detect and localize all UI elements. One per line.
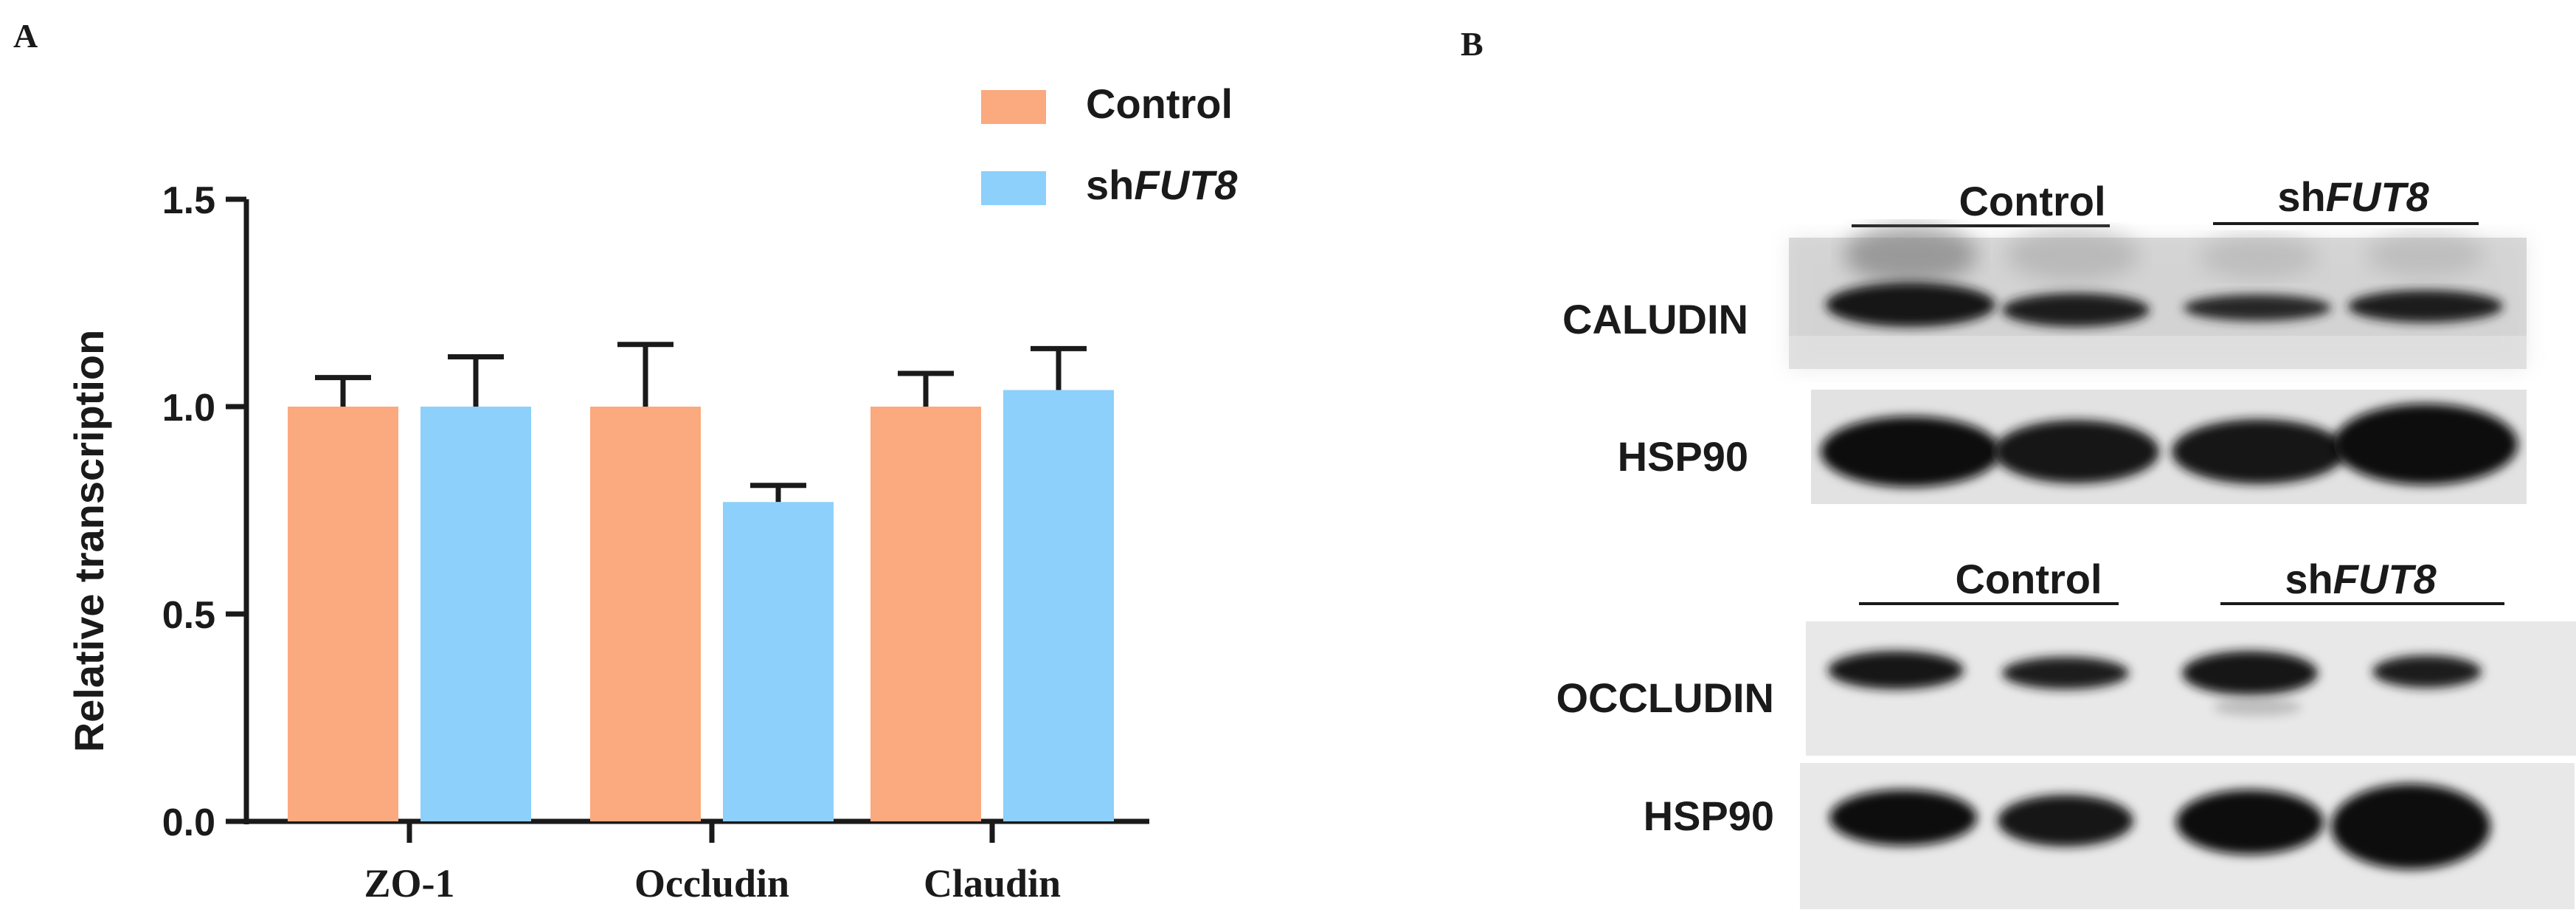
bar-shfut8-claudin (1003, 390, 1114, 821)
bar-shfut8-occludin (723, 502, 834, 821)
blot-bands-caludin (1826, 283, 2503, 327)
bar-shfut8-zo-1 (420, 407, 531, 821)
y-tick-label: 1.0 (162, 387, 215, 430)
blot2-group-label-shfut8: shFUT8 (2285, 556, 2437, 602)
legend: Control shFUT8 (981, 80, 1238, 208)
band-caludin-lane-3 (2184, 294, 2331, 321)
band-hsp90-2-lane-1 (1829, 790, 1977, 846)
x-ticks: ZO-1 Occludin Claudin (364, 821, 1061, 906)
y-tick-label: 0.0 (162, 801, 215, 844)
band-hsp90-2-lane-2 (1998, 795, 2133, 846)
y-axis-title: Relative transcription (66, 330, 112, 753)
legend-label-control: Control (1086, 80, 1233, 127)
blot2-row-label-occludin: OCCLUDIN (1556, 675, 1774, 721)
panel-a-label: A (13, 17, 38, 55)
blot1-row-label-caludin: CALUDIN (1562, 296, 1748, 342)
band-hsp90-2-lane-4 (2331, 784, 2490, 869)
band-occludin-lane-3 (2182, 651, 2318, 695)
legend-label-shfut8: shFUT8 (1086, 162, 1238, 208)
blot1-row-label-hsp90: HSP90 (1618, 433, 1748, 480)
y-axis: 0.0 0.5 1.0 1.5 Relative transcription (66, 179, 249, 844)
band-hsp90-1-lane-2 (1994, 420, 2159, 483)
blot-strip-hsp90-2 (1800, 763, 2575, 909)
band-caludin-lane-2 (2002, 293, 2150, 327)
band-caludin-lane-4 (2348, 290, 2503, 322)
legend-swatch-shfut8 (981, 171, 1046, 205)
blot-occludin-group: Control shFUT8 OCCLUDIN HSP90 (1556, 556, 2576, 909)
band-occludin-lane-2 (2002, 657, 2129, 689)
y-ticks: 0.0 0.5 1.0 1.5 (162, 179, 246, 844)
x-tick-label: ZO-1 (364, 861, 454, 906)
blot1-group-label-shfut8: shFUT8 (2277, 173, 2429, 220)
x-axis: ZO-1 Occludin Claudin (243, 818, 1149, 906)
y-tick-label: 1.5 (162, 179, 215, 222)
bars (288, 342, 1114, 821)
bar-control-zo-1 (288, 407, 398, 821)
bar-control-occludin (590, 407, 701, 821)
bar-control-claudin (870, 407, 981, 821)
band-hsp90-1-lane-3 (2172, 419, 2346, 484)
band-caludin-lane-1 (1826, 283, 1995, 327)
y-tick-label: 0.5 (162, 594, 215, 637)
band-hsp90-1-lane-4 (2333, 404, 2518, 485)
blot1-group-label-control: Control (1959, 178, 2105, 224)
blot-strip-occludin (1806, 621, 2576, 756)
legend-swatch-control (981, 90, 1046, 124)
blot2-group-label-control: Control (1955, 556, 2102, 602)
blot-caludin-group: Control shFUT8 CALUDIN (1562, 173, 2527, 504)
x-tick-label: Occludin (634, 861, 789, 906)
band-hsp90-2-lane-3 (2176, 790, 2324, 855)
blot-strip-hsp90-1 (1811, 390, 2527, 504)
blot2-row-label-hsp90: HSP90 (1644, 793, 1774, 839)
band-hsp90-1-lane-1 (1821, 416, 2001, 487)
panel-a: A Control shFUT8 0.0 0.5 1.0 1.5 Relative t… (13, 17, 1238, 906)
panel-b: B Control shFUT8 CALUDIN (1461, 25, 2576, 909)
panel-b-label: B (1461, 25, 1483, 63)
band-occludin-lane-1 (1828, 651, 1964, 689)
x-tick-label: Claudin (924, 861, 1061, 906)
band-occludin-lane-4 (2372, 655, 2482, 688)
